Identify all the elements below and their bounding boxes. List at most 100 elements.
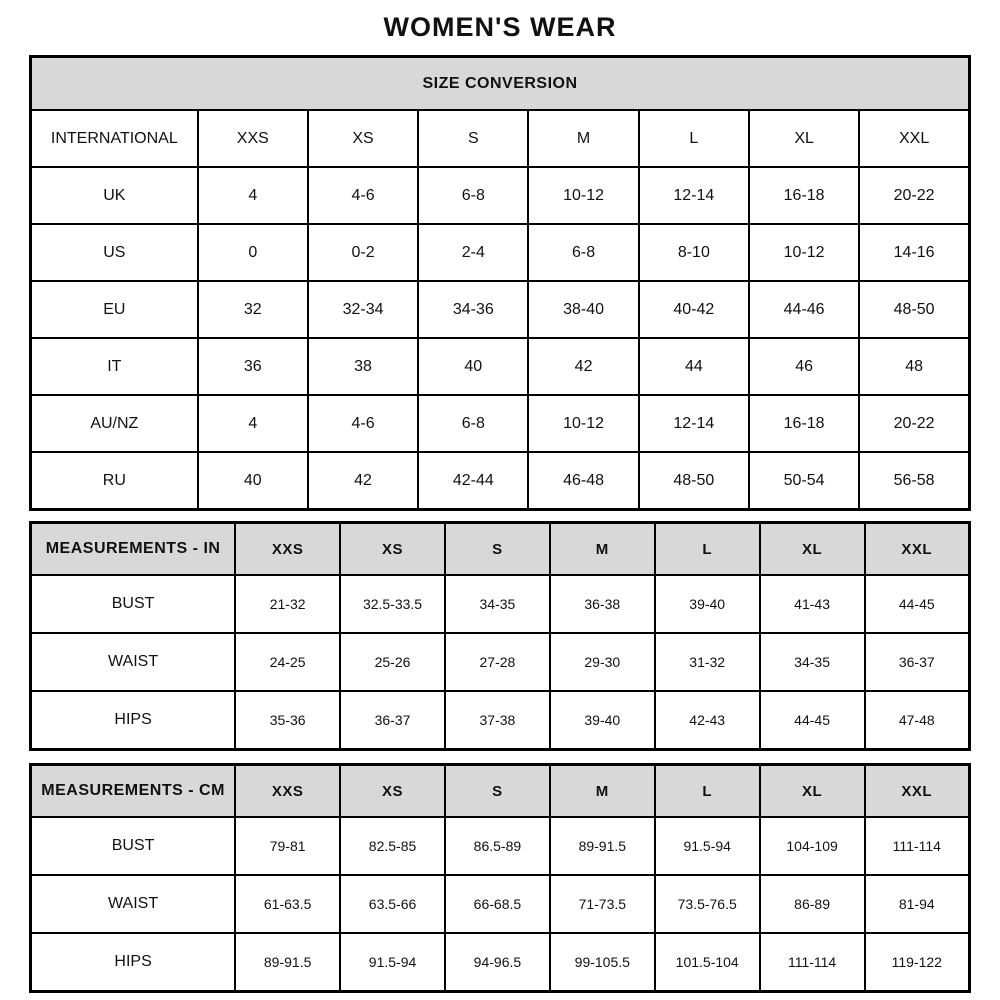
value-cell: 101.5-104 [653, 932, 761, 993]
table-row: RU 40 42 42-44 46-48 48-50 50-54 56-58 [29, 451, 971, 511]
value-cell: 48-50 [858, 280, 971, 339]
value-cell: 73.5-76.5 [653, 874, 761, 934]
table-row: WAIST 24-25 25-26 27-28 29-30 31-32 34-35 36-37 [29, 632, 971, 692]
value-cell: 42-43 [653, 690, 761, 751]
table-row: WAIST 61-63.5 63.5-66 66-68.5 71-73.5 73.5-76… [29, 874, 971, 934]
value-cell: 29-30 [548, 632, 656, 692]
row-label: IT [29, 337, 199, 396]
value-cell: 36 [196, 337, 309, 396]
value-cell: 10-12 [527, 394, 640, 453]
row-label: US [29, 223, 199, 282]
table-header-row: INTERNATIONAL XXS XS S M L XL XXL [29, 109, 971, 168]
header-size-cell: M [548, 521, 656, 576]
header-size-cell: XL [747, 109, 861, 168]
value-cell: 40-42 [637, 280, 750, 339]
value-cell: 4-6 [306, 166, 420, 225]
header-size-cell: L [637, 109, 750, 168]
header-size-cell: XL [758, 763, 866, 818]
value-cell: 34-36 [417, 280, 530, 339]
value-cell: 8-10 [637, 223, 750, 282]
value-cell: 40 [417, 337, 530, 396]
table-row: UK 4 4-6 6-8 10-12 12-14 16-18 20-22 [29, 166, 971, 225]
value-cell: 41-43 [758, 574, 866, 634]
row-label: RU [29, 451, 199, 511]
value-cell: 20-22 [858, 394, 971, 453]
table-row: EU 32 32-34 34-36 38-40 40-42 44-46 48-50 [29, 280, 971, 339]
value-cell: 111-114 [758, 932, 866, 993]
value-cell: 47-48 [863, 690, 971, 751]
header-size-cell: M [548, 763, 656, 818]
value-cell: 16-18 [747, 394, 861, 453]
value-cell: 44-45 [758, 690, 866, 751]
value-cell: 38-40 [527, 280, 640, 339]
value-cell: 25-26 [339, 632, 446, 692]
value-cell: 86.5-89 [443, 816, 551, 876]
header-size-cell: XS [306, 109, 420, 168]
row-label: WAIST [29, 632, 237, 692]
row-label: UK [29, 166, 199, 225]
value-cell: 99-105.5 [548, 932, 656, 993]
value-cell: 10-12 [527, 166, 640, 225]
header-label-cell: INTERNATIONAL [29, 109, 199, 168]
value-cell: 37-38 [443, 690, 551, 751]
value-cell: 44 [637, 337, 750, 396]
table-row: HIPS 89-91.5 91.5-94 94-96.5 99-105.5 101.5-1… [29, 932, 971, 993]
value-cell: 46 [747, 337, 861, 396]
row-label: EU [29, 280, 199, 339]
value-cell: 20-22 [858, 166, 971, 225]
value-cell: 119-122 [863, 932, 971, 993]
row-label: WAIST [29, 874, 237, 934]
header-size-cell: XXS [234, 763, 342, 818]
row-label: AU/NZ [29, 394, 199, 453]
value-cell: 12-14 [637, 166, 750, 225]
header-size-cell: XXS [196, 109, 309, 168]
value-cell: 56-58 [858, 451, 971, 511]
value-cell: 32 [196, 280, 309, 339]
value-cell: 104-109 [758, 816, 866, 876]
value-cell: 16-18 [747, 166, 861, 225]
value-cell: 38 [306, 337, 420, 396]
table-header-row: MEASUREMENTS - CM XXS XS S M L XL XXL [29, 763, 971, 818]
value-cell: 21-32 [234, 574, 342, 634]
value-cell: 36-38 [548, 574, 656, 634]
value-cell: 71-73.5 [548, 874, 656, 934]
table-row: BUST 79-81 82.5-85 86.5-89 89-91.5 91.5-94 104… [29, 816, 971, 876]
row-label: HIPS [29, 932, 237, 993]
value-cell: 12-14 [637, 394, 750, 453]
value-cell: 0 [196, 223, 309, 282]
value-cell: 6-8 [417, 394, 530, 453]
value-cell: 48 [858, 337, 971, 396]
table-row: IT 36 38 40 42 44 46 48 [29, 337, 971, 396]
header-size-cell: XXS [234, 521, 342, 576]
header-size-cell: XXL [858, 109, 971, 168]
header-size-cell: L [653, 521, 761, 576]
value-cell: 91.5-94 [339, 932, 446, 993]
header-size-cell: XS [339, 521, 446, 576]
header-size-cell: XXL [863, 763, 971, 818]
value-cell: 35-36 [234, 690, 342, 751]
value-cell: 79-81 [234, 816, 342, 876]
value-cell: 39-40 [653, 574, 761, 634]
size-conversion-table: SIZE CONVERSION INTERNATIONAL XXS XS S M L XL XX… [29, 55, 971, 511]
value-cell: 32-34 [306, 280, 420, 339]
value-cell: 27-28 [443, 632, 551, 692]
value-cell: 0-2 [306, 223, 420, 282]
value-cell: 66-68.5 [443, 874, 551, 934]
value-cell: 4 [196, 394, 309, 453]
value-cell: 44-45 [863, 574, 971, 634]
value-cell: 31-32 [653, 632, 761, 692]
value-cell: 81-94 [863, 874, 971, 934]
value-cell: 111-114 [863, 816, 971, 876]
table-header-row: MEASUREMENTS - IN XXS XS S M L XL XXL [29, 521, 971, 576]
value-cell: 42 [527, 337, 640, 396]
table-banner: SIZE CONVERSION [29, 55, 971, 111]
value-cell: 34-35 [443, 574, 551, 634]
table-row: AU/NZ 4 4-6 6-8 10-12 12-14 16-18 20-22 [29, 394, 971, 453]
header-size-cell: M [527, 109, 640, 168]
value-cell: 39-40 [548, 690, 656, 751]
value-cell: 86-89 [758, 874, 866, 934]
value-cell: 4-6 [306, 394, 420, 453]
value-cell: 36-37 [339, 690, 446, 751]
value-cell: 91.5-94 [653, 816, 761, 876]
